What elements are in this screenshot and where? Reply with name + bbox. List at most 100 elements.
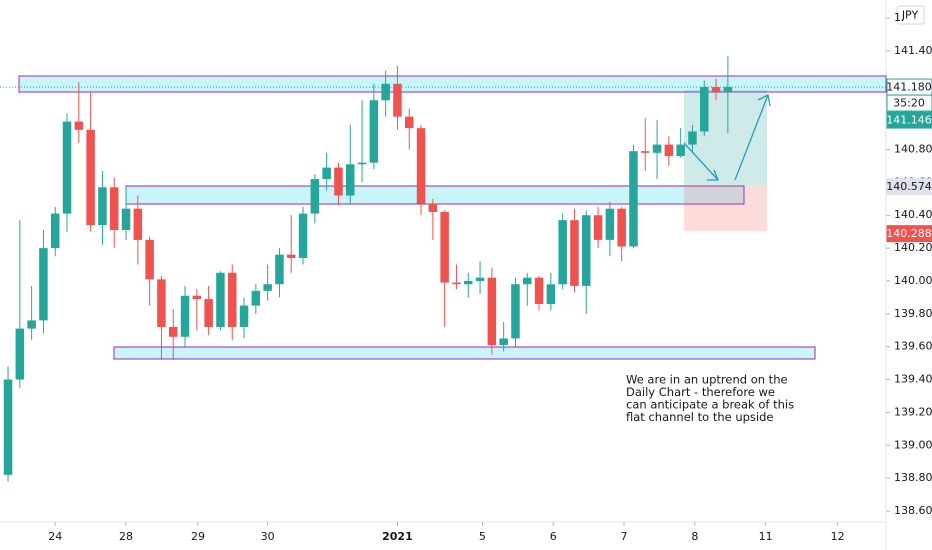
candle-body — [652, 144, 662, 153]
y-tick-label: 140.000 — [894, 274, 932, 287]
candle-body — [39, 248, 48, 321]
candle-body — [464, 280, 473, 285]
arrow-head — [707, 169, 719, 181]
candle-body — [15, 328, 25, 380]
x-tick-label: 7 — [621, 530, 628, 543]
candle-body — [275, 254, 284, 285]
resistance-zone — [18, 75, 887, 93]
projection-arrows — [683, 94, 771, 181]
candle-body — [440, 211, 449, 283]
price-badge-label: 140.288 — [886, 227, 932, 240]
y-tick-label: 141.400 — [894, 44, 932, 57]
annotation-line: Daily Chart - therefore we — [626, 385, 775, 399]
y-tick-label: 140.400 — [894, 208, 932, 221]
x-tick-label: 8 — [691, 530, 698, 543]
annotation-line: flat channel to the upside — [626, 410, 774, 424]
y-tick-label: 138.600 — [894, 504, 932, 517]
candle-body — [711, 87, 721, 93]
candle-body — [298, 213, 308, 258]
candle-body — [286, 254, 296, 258]
x-tick-label: 30 — [261, 530, 275, 543]
candle-body — [416, 128, 426, 204]
candles — [3, 55, 733, 482]
x-tick-label: 6 — [550, 530, 557, 543]
candle-body — [641, 151, 650, 153]
arrow-head — [757, 94, 771, 107]
annotation-line: can anticipate a break of this — [626, 398, 794, 412]
candle-body — [168, 326, 178, 337]
y-tick-label: 139.000 — [894, 438, 932, 451]
annotation-line: We are in an uptrend on the — [626, 373, 788, 387]
candle-body — [357, 162, 367, 165]
mid-zone — [125, 185, 745, 205]
y-tick-label: 139.200 — [894, 405, 932, 418]
y-tick-label: 138.800 — [894, 471, 932, 484]
candle-body — [180, 295, 190, 337]
candle-body — [157, 279, 166, 327]
y-tick-label: 1. — [894, 11, 905, 24]
y-tick-label: 140.200 — [894, 241, 932, 254]
candle-body — [74, 121, 84, 130]
candle-body — [369, 100, 379, 163]
candle-body — [676, 144, 685, 157]
candle-body — [239, 305, 249, 327]
y-tick-label: 139.400 — [894, 373, 932, 386]
candle-body — [381, 83, 390, 101]
x-tick-label: 29 — [191, 530, 205, 543]
candle-body — [428, 203, 438, 212]
candle-body — [487, 277, 497, 346]
candle-body — [617, 208, 626, 247]
candle-body — [546, 284, 556, 304]
price-badge-label: 140.574 — [886, 180, 932, 193]
price-badge-label: 141.180 — [886, 81, 932, 94]
currency-badge[interactable] — [896, 5, 925, 25]
price-badge — [886, 178, 932, 196]
y-tick-label: 139.800 — [894, 307, 932, 320]
x-tick-label: 2021 — [382, 530, 413, 543]
price-badge-label: 141.146 — [886, 114, 932, 127]
candle-body — [62, 121, 72, 214]
candle-body — [227, 272, 237, 327]
candle-body — [393, 83, 402, 117]
candle-body — [700, 87, 709, 132]
candle-body — [570, 220, 579, 286]
stop-area — [684, 185, 767, 231]
candle-body — [3, 379, 13, 475]
price-badge — [886, 111, 932, 129]
candle-body — [558, 220, 567, 285]
x-tick-label: 5 — [479, 530, 486, 543]
candle-body — [145, 239, 154, 280]
candle-body — [27, 320, 36, 329]
price-badge — [886, 225, 932, 243]
candle-body — [133, 208, 143, 240]
candle-body — [688, 131, 697, 145]
target-area — [684, 90, 767, 185]
candle-body — [723, 87, 733, 93]
arrow-down — [683, 142, 719, 181]
currency: JPY — [901, 9, 919, 22]
candle-body — [475, 277, 485, 281]
candle-body — [582, 215, 591, 286]
candle-body — [251, 290, 261, 306]
y-tick-label: 139.600 — [894, 340, 932, 353]
x-tick-label: 12 — [831, 530, 845, 543]
candle-body — [345, 164, 355, 196]
candle-body — [263, 284, 272, 291]
candle-body — [109, 187, 119, 231]
arrow-up — [734, 94, 769, 181]
candle-body — [86, 129, 95, 226]
support-zone — [113, 346, 816, 360]
candle-body — [664, 144, 674, 157]
candle-body — [499, 338, 508, 346]
candle-body — [192, 295, 202, 300]
candle-body — [405, 116, 414, 129]
x-tick-label: 11 — [759, 530, 773, 543]
candle-body — [121, 208, 131, 231]
candle-body — [593, 215, 603, 240]
candle-body — [511, 284, 520, 339]
y-tick-label: 140.800 — [894, 143, 932, 156]
candle-body — [334, 167, 343, 196]
candle-body — [310, 179, 320, 214]
